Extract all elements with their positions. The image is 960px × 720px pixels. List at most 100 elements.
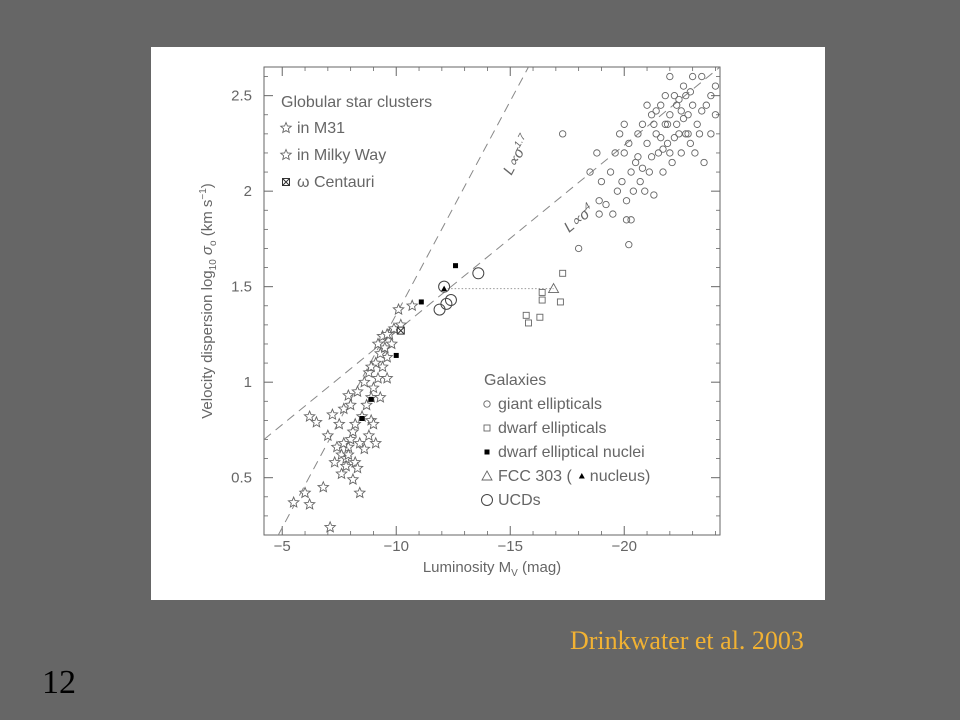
point-giant-ellipticals [641,187,649,195]
legend-bottom-title: Galaxies [484,372,546,389]
point-in-m31 [310,415,323,428]
point-giant-ellipticals [638,120,647,128]
data-points [287,72,720,533]
x-tick-label: −10 [384,538,409,555]
point-giant-ellipticals [670,134,679,142]
point-giant-ellipticals [616,130,624,138]
point-giant-ellipticals [627,168,635,176]
point-giant-ellipticals [677,149,685,157]
point-giant-ellipticals [586,168,594,176]
point-giant-ellipticals [647,111,656,119]
series-dwarf-elliptical-nuclei [359,263,459,421]
point-giant-ellipticals [686,88,695,96]
point-in-milky-way [364,360,378,373]
point-giant-ellipticals [643,101,651,109]
point-giant-ellipticals [711,111,720,119]
legend-bottom-entry: dwarf elliptical nuclei [498,444,645,461]
point-in-m31 [342,388,355,401]
point-dwarf-ellipticals [556,298,564,306]
series-nucleus [441,285,448,292]
point-giant-ellipticals [602,200,610,209]
point-dwarf-elliptical-nuclei [418,299,424,305]
point-giant-ellipticals [688,101,697,109]
point-giant-ellipticals [695,130,704,138]
slide-number: 12 [42,664,76,701]
legend-bottom-entry: UCDs [498,492,541,509]
figure-panel: −5 −10 −15 −20 0.5 1 1.5 2 2.5 Luminosity MV (mag… [151,47,825,600]
series-centauri [396,326,405,335]
point-giant-ellipticals [661,92,669,100]
y-tick-label: 1 [244,374,252,391]
point-giant-ellipticals [652,107,660,115]
point-in-milky-way [328,455,342,468]
point-giant-ellipticals [634,130,642,138]
point-in-m31 [380,371,394,384]
point-giant-ellipticals [666,111,674,119]
point-giant-ellipticals [636,177,644,186]
series-fcc-303 [547,282,560,294]
point-giant-ellipticals [625,139,633,148]
point-giant-ellipticals [691,149,699,157]
point-giant-ellipticals [673,120,681,128]
point-giant-ellipticals [611,149,619,157]
point-in-milky-way [373,390,387,403]
point-giant-ellipticals [606,168,615,176]
legend-top-marker [282,178,290,186]
line-l-sigma-1-7 [277,67,529,535]
point-giant-ellipticals [684,130,692,138]
point-in-milky-way [367,417,380,430]
point-dwarf-elliptical-nuclei [359,415,365,421]
x-axis-label: Luminosity MV (mag) [423,559,561,579]
series-in-milky-way [287,327,394,533]
point-giant-ellipticals [668,158,676,167]
point-giant-ellipticals [622,197,631,205]
legend-bottom-entry: nucleus) [590,468,650,485]
point-in-m31 [373,346,387,359]
point-giant-ellipticals [677,107,685,115]
point-in-m31 [344,398,357,411]
point-in-milky-way [323,520,337,533]
x-tick-label: −5 [274,538,291,555]
y-tick-label: 1.5 [231,279,252,296]
legend-bottom-marker [481,494,493,506]
point-giant-ellipticals [574,244,583,253]
point-in-m31 [348,417,362,430]
legend-top-title: Globular star clusters [281,94,432,111]
point-giant-ellipticals [597,177,606,186]
point-in-m31 [405,299,419,312]
point-giant-ellipticals [647,153,656,161]
point-in-m31 [351,385,364,398]
point-in-milky-way [316,480,330,493]
point-giant-ellipticals [629,187,638,195]
point-giant-ellipticals [707,92,715,100]
point-giant-ellipticals [620,120,628,128]
legend-bottom-entry: FCC 303 ( [498,468,572,485]
series-dwarf-ellipticals [522,269,567,327]
point-giant-ellipticals [663,120,672,128]
point-nucleus [441,285,448,292]
point-giant-ellipticals [682,130,690,138]
line-label-1-7: L∝σ1.7 [499,132,535,178]
point-giant-ellipticals [595,197,603,205]
point-in-m31 [367,381,380,394]
point-giant-ellipticals [666,72,674,81]
relation-lines [264,67,720,535]
point-giant-ellipticals [700,158,708,167]
point-in-milky-way [371,337,385,350]
point-giant-ellipticals [688,72,697,81]
point-dwarf-ellipticals [559,269,567,277]
legend-top-entry: in M31 [297,120,345,137]
point-dwarf-ellipticals [525,319,532,327]
y-tick-label: 2.5 [231,88,252,105]
point-in-m31 [332,417,346,430]
point-ucds [444,294,457,307]
point-in-m31 [392,302,405,316]
point-giant-ellipticals [684,111,692,119]
legend-top-marker [279,148,293,161]
legend-bottom-entry: dwarf ellipticals [498,420,606,437]
point-fcc-303 [547,282,560,294]
y-tick-label: 0.5 [231,470,252,487]
legend-nucleus-marker [578,473,585,479]
point-giant-ellipticals [698,107,706,115]
point-giant-ellipticals [693,120,701,128]
